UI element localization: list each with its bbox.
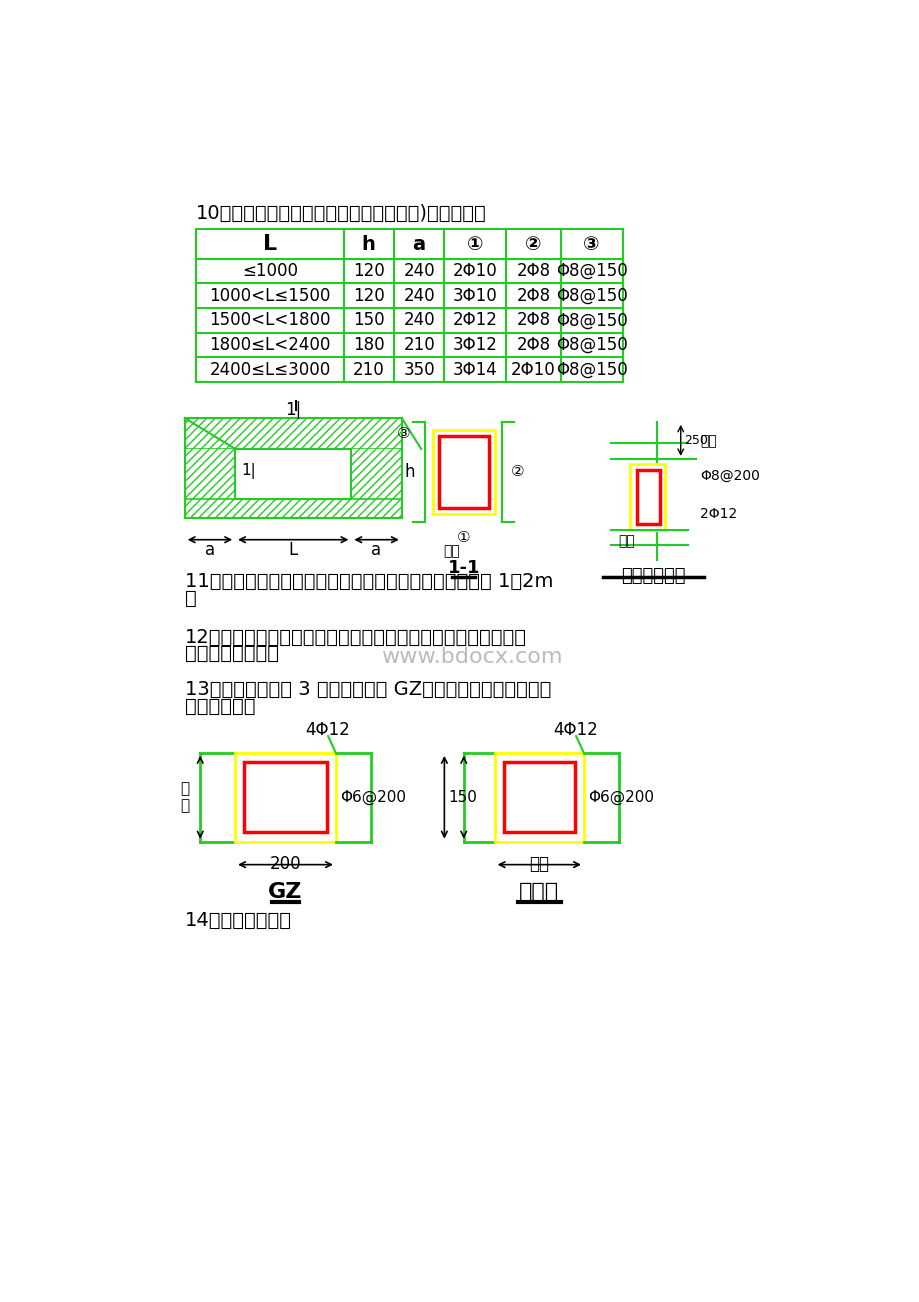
Text: 3Φ12: 3Φ12 xyxy=(452,336,497,354)
Bar xyxy=(636,470,659,525)
Text: 1-1: 1-1 xyxy=(447,559,480,577)
Text: 3Φ10: 3Φ10 xyxy=(452,286,497,305)
Text: ①: ① xyxy=(457,530,470,546)
Text: ③: ③ xyxy=(396,426,410,441)
Text: 压顶梁: 压顶梁 xyxy=(518,881,559,901)
Text: 1|: 1| xyxy=(285,401,301,419)
Text: 牀
体: 牀 体 xyxy=(180,781,189,814)
Text: 350: 350 xyxy=(403,361,435,379)
Text: 250: 250 xyxy=(684,434,708,447)
Text: 墙厕: 墙厕 xyxy=(528,855,549,874)
Text: 240: 240 xyxy=(403,311,435,329)
Text: 1000<L≤1500: 1000<L≤1500 xyxy=(210,286,330,305)
Text: GZ: GZ xyxy=(268,881,302,901)
Text: 2Φ10: 2Φ10 xyxy=(511,361,555,379)
Text: Φ8@150: Φ8@150 xyxy=(555,262,627,280)
Text: 2Φ10: 2Φ10 xyxy=(452,262,497,280)
Text: 150: 150 xyxy=(353,311,384,329)
Text: Φ8@150: Φ8@150 xyxy=(555,311,627,329)
Text: 150: 150 xyxy=(448,790,477,805)
Bar xyxy=(185,418,402,449)
Text: ①: ① xyxy=(467,234,483,254)
Text: 2Φ8: 2Φ8 xyxy=(516,262,550,280)
Text: Φ8@150: Φ8@150 xyxy=(555,361,627,379)
Bar xyxy=(185,449,235,499)
Text: a: a xyxy=(205,542,215,560)
Text: 240: 240 xyxy=(403,262,435,280)
Text: 1|: 1| xyxy=(241,462,255,479)
Text: ≤1000: ≤1000 xyxy=(242,262,298,280)
Text: 。: 。 xyxy=(185,589,197,608)
Text: 120: 120 xyxy=(353,262,384,280)
Text: 墙厕: 墙厕 xyxy=(443,544,460,559)
Text: 墙厕: 墙厕 xyxy=(618,534,634,548)
Bar xyxy=(235,449,351,499)
Text: 180: 180 xyxy=(353,336,384,354)
Text: 样详图十八。: 样详图十八。 xyxy=(185,697,255,716)
Bar xyxy=(432,430,494,514)
Text: 210: 210 xyxy=(353,361,384,379)
Text: 梁底挂板做法: 梁底挂板做法 xyxy=(620,566,686,585)
Text: 2Φ12: 2Φ12 xyxy=(452,311,497,329)
Text: a: a xyxy=(413,234,425,254)
Bar xyxy=(494,753,584,841)
Bar xyxy=(504,762,574,832)
Text: 不允许牀砖修墙。: 不允许牀砖修墙。 xyxy=(185,644,278,664)
Text: 200: 200 xyxy=(269,855,301,874)
Text: 120: 120 xyxy=(353,286,384,305)
Text: 12、拉通线牀筑时，随牀、随吸、随靠，保证墙体垂直、平整，: 12、拉通线牀筑时，随牀、随吸、随靠，保证墙体垂直、平整， xyxy=(185,628,527,647)
Text: 10、门窗过梁根据下表及大样（详图十七)要求设置：: 10、门窗过梁根据下表及大样（详图十七)要求设置： xyxy=(196,204,486,223)
Text: 11、转角及交接处同时牀筑，不得留直槎，斜槎高不大于 1も2m: 11、转角及交接处同时牀筑，不得留直槎，斜槎高不大于 1も2m xyxy=(185,572,552,591)
Text: h: h xyxy=(403,464,414,480)
Text: ②: ② xyxy=(511,465,524,479)
Text: 2Φ12: 2Φ12 xyxy=(699,508,736,521)
Bar xyxy=(351,449,402,499)
Text: 240: 240 xyxy=(403,286,435,305)
Text: 210: 210 xyxy=(403,336,435,354)
Text: 13、屋面女儿墙每 3 米设一构造柱 GZ，女儿墙顶设压顶梁，大: 13、屋面女儿墙每 3 米设一构造柱 GZ，女儿墙顶设压顶梁，大 xyxy=(185,680,550,699)
Text: Φ6@200: Φ6@200 xyxy=(587,790,653,805)
Text: ②: ② xyxy=(525,234,541,254)
Text: Φ8@200: Φ8@200 xyxy=(699,469,759,483)
Text: Φ8@150: Φ8@150 xyxy=(555,286,627,305)
Text: 2Φ8: 2Φ8 xyxy=(516,311,550,329)
Text: 4Φ12: 4Φ12 xyxy=(553,721,598,740)
Text: 14、砖墙样板图：: 14、砖墙样板图： xyxy=(185,911,291,930)
Text: L: L xyxy=(289,542,298,560)
Text: h: h xyxy=(361,234,375,254)
Bar xyxy=(438,436,488,508)
Text: ③: ③ xyxy=(583,234,599,254)
Text: 2Φ8: 2Φ8 xyxy=(516,336,550,354)
Text: 2Φ8: 2Φ8 xyxy=(516,286,550,305)
Text: 2400≤L≤3000: 2400≤L≤3000 xyxy=(210,361,330,379)
Text: L: L xyxy=(263,234,277,254)
Text: 1500<L<1800: 1500<L<1800 xyxy=(209,311,331,329)
Bar xyxy=(185,499,402,518)
Text: 1800≤L<2400: 1800≤L<2400 xyxy=(210,336,330,354)
Text: a: a xyxy=(371,542,381,560)
Text: 4Φ12: 4Φ12 xyxy=(305,721,350,740)
Text: Φ8@150: Φ8@150 xyxy=(555,336,627,354)
Text: Φ6@200: Φ6@200 xyxy=(339,790,405,805)
Bar xyxy=(235,753,335,841)
Bar xyxy=(630,465,664,530)
Text: 3Φ14: 3Φ14 xyxy=(452,361,497,379)
Text: 梁底: 梁底 xyxy=(699,434,716,448)
Bar xyxy=(244,762,326,832)
Text: www.bdocx.com: www.bdocx.com xyxy=(380,647,562,667)
